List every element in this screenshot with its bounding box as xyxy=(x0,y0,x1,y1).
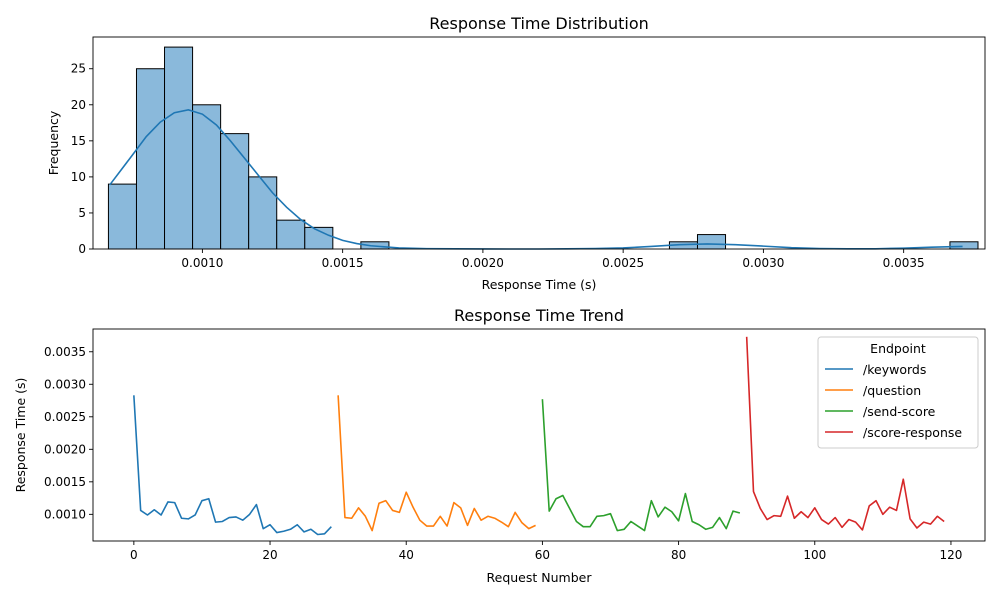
histogram-bar xyxy=(696,234,727,250)
y-tick-label: 0.0030 xyxy=(44,377,86,391)
x-tick-label: 20 xyxy=(262,548,277,562)
legend-title: Endpoint xyxy=(870,341,926,356)
x-tick-label: 40 xyxy=(399,548,414,562)
y-tick-label: 0.0020 xyxy=(44,442,86,456)
y-tick-label: 0.0025 xyxy=(44,410,86,424)
histogram-y-axis-label: Frequency xyxy=(46,110,61,175)
y-tick-label: 25 xyxy=(71,62,86,76)
trend-series-lines xyxy=(133,336,945,536)
x-tick-label: 80 xyxy=(671,548,686,562)
histogram-title: Response Time Distribution xyxy=(429,14,649,33)
trend-x-axis-label: Request Number xyxy=(487,570,593,585)
histogram-bar xyxy=(220,133,250,250)
histogram-bars xyxy=(107,46,979,250)
histogram-x-axis-label: Response Time (s) xyxy=(482,277,597,292)
y-tick-label: 0.0010 xyxy=(44,507,86,521)
histogram-chart: Response Time Distribution 0.0010 0.0015 0… xyxy=(46,14,986,292)
x-tick-label: 0.0010 xyxy=(181,256,223,270)
y-tick-label: 5 xyxy=(78,206,86,220)
trend-plot-frame xyxy=(92,328,986,542)
y-tick-label: 0 xyxy=(78,242,86,256)
trend-chart: Response Time Trend 0 20 40 60 80 100 120 0.00… xyxy=(13,306,986,585)
y-tick-label: 0.0035 xyxy=(44,345,86,359)
x-tick-label: 100 xyxy=(803,548,826,562)
legend-label: /send-score xyxy=(863,404,936,419)
histogram-y-ticks: 0 5 10 15 20 25 xyxy=(71,62,93,256)
legend-items: /keywords/question/send-score/score-resp… xyxy=(825,362,962,440)
legend-label: /keywords xyxy=(863,362,926,377)
trend-y-axis-label: Response Time (s) xyxy=(13,378,28,493)
legend-label: /question xyxy=(863,383,921,398)
histogram-plot-frame xyxy=(92,36,986,250)
legend-box xyxy=(817,336,979,449)
x-tick-label: 0.0035 xyxy=(883,256,925,270)
histogram-bar xyxy=(107,183,137,250)
series-line-send-score xyxy=(541,399,741,532)
legend: Endpoint /keywords/question/send-score/s… xyxy=(817,336,979,449)
x-tick-label: 0.0030 xyxy=(742,256,784,270)
series-line-question xyxy=(337,395,536,532)
histogram-bar xyxy=(135,68,166,250)
x-tick-label: 60 xyxy=(535,548,550,562)
histogram-bar xyxy=(192,104,222,250)
x-tick-label: 0.0015 xyxy=(322,256,364,270)
trend-title: Response Time Trend xyxy=(454,306,624,325)
x-tick-label: 0.0020 xyxy=(462,256,504,270)
y-tick-label: 0.0015 xyxy=(44,475,86,489)
y-tick-label: 15 xyxy=(71,134,86,148)
series-line-keywords xyxy=(133,395,332,536)
histogram-x-ticks: 0.0010 0.0015 0.0020 0.0025 0.0030 0.0035 xyxy=(181,249,925,270)
histogram-bar xyxy=(164,46,194,250)
y-tick-label: 10 xyxy=(71,170,86,184)
trend-y-ticks: 0.0010 0.0015 0.0020 0.0025 0.0030 0.0035 xyxy=(44,345,93,521)
legend-label: /score-response xyxy=(863,425,962,440)
x-tick-label: 0 xyxy=(130,548,138,562)
y-tick-label: 20 xyxy=(71,98,86,112)
kde-curve xyxy=(109,109,963,250)
histogram-bar xyxy=(248,176,278,250)
series-line-score-response xyxy=(745,336,945,531)
histogram-bar xyxy=(949,241,979,250)
histogram-bar xyxy=(276,219,306,250)
x-tick-label: 120 xyxy=(940,548,963,562)
x-tick-label: 0.0025 xyxy=(602,256,644,270)
trend-x-ticks: 0 20 40 60 80 100 120 xyxy=(130,541,962,562)
